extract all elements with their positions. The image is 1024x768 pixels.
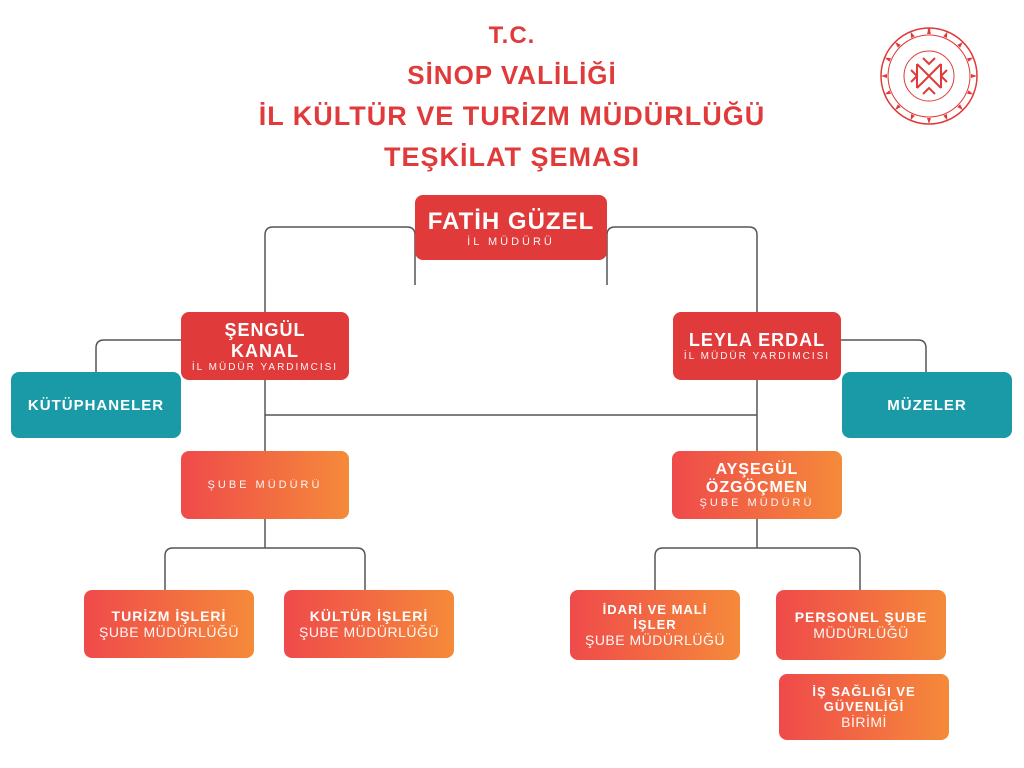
node-d2c-name: İŞ SAĞLIĞI VE GÜVENLİĞİ xyxy=(789,684,939,714)
node-museums-name: MÜZELER xyxy=(887,397,967,414)
node-d2b-title: MÜDÜRLÜĞÜ xyxy=(813,625,909,641)
node-d2c-title: BİRİMİ xyxy=(841,714,887,730)
node-d2b: PERSONEL ŞUBEMÜDÜRLÜĞÜ xyxy=(776,590,946,660)
node-director-title: İL MÜDÜRÜ xyxy=(467,236,555,248)
node-d1b-name: KÜLTÜR İŞLERİ xyxy=(310,608,429,624)
node-dep2: LEYLA ERDALİL MÜDÜR YARDIMCISI xyxy=(673,312,841,380)
node-dep2-name: LEYLA ERDAL xyxy=(689,330,825,351)
node-branch2: AYŞEGÜL ÖZGÖÇMENŞUBE MÜDÜRÜ xyxy=(672,451,842,519)
node-libraries-name: KÜTÜPHANELER xyxy=(28,397,164,414)
node-director-name: FATİH GÜZEL xyxy=(428,208,595,236)
node-d2c: İŞ SAĞLIĞI VE GÜVENLİĞİBİRİMİ xyxy=(779,674,949,740)
node-dep2-title: İL MÜDÜR YARDIMCISI xyxy=(684,351,830,362)
node-branch2-title: ŞUBE MÜDÜRÜ xyxy=(700,497,815,509)
node-d2b-name: PERSONEL ŞUBE xyxy=(795,609,928,625)
node-dep1: ŞENGÜL KANALİL MÜDÜR YARDIMCISI xyxy=(181,312,349,380)
node-dep1-name: ŞENGÜL KANAL xyxy=(191,320,339,362)
node-d2a-title: ŞUBE MÜDÜRLÜĞÜ xyxy=(585,632,725,648)
node-d1a-title: ŞUBE MÜDÜRLÜĞÜ xyxy=(99,624,239,640)
node-branch1-title: ŞUBE MÜDÜRÜ xyxy=(208,479,323,491)
node-dep1-title: İL MÜDÜR YARDIMCISI xyxy=(192,362,338,373)
node-branch2-name: AYŞEGÜL ÖZGÖÇMEN xyxy=(682,461,832,497)
node-d1b-title: ŞUBE MÜDÜRLÜĞÜ xyxy=(299,624,439,640)
node-director: FATİH GÜZELİL MÜDÜRÜ xyxy=(415,195,607,260)
node-museums: MÜZELER xyxy=(842,372,1012,438)
node-d2a: İDARİ VE MALİ İŞLERŞUBE MÜDÜRLÜĞÜ xyxy=(570,590,740,660)
org-chart: FATİH GÜZELİL MÜDÜRÜŞENGÜL KANALİL MÜDÜR… xyxy=(0,0,1024,768)
node-d2a-name: İDARİ VE MALİ İŞLER xyxy=(580,602,730,632)
node-libraries: KÜTÜPHANELER xyxy=(11,372,181,438)
node-d1b: KÜLTÜR İŞLERİŞUBE MÜDÜRLÜĞÜ xyxy=(284,590,454,658)
node-branch1: ŞUBE MÜDÜRÜ xyxy=(181,451,349,519)
node-d1a-name: TURİZM İŞLERİ xyxy=(112,608,227,624)
node-d1a: TURİZM İŞLERİŞUBE MÜDÜRLÜĞÜ xyxy=(84,590,254,658)
